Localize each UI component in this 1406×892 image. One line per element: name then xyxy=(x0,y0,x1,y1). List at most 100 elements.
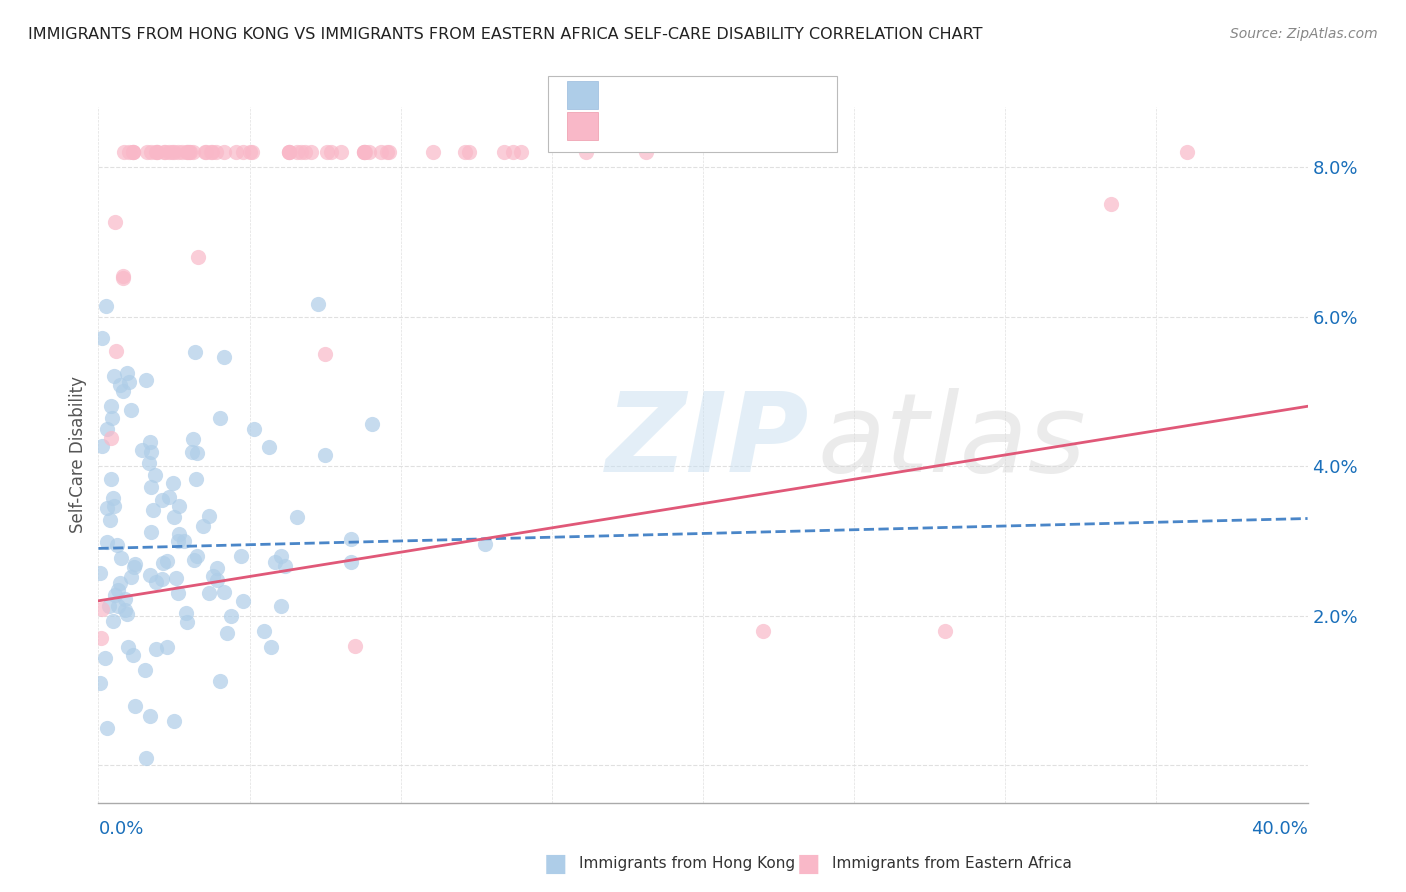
Immigrants from Hong Kong xyxy=(191,518,214,533)
Immigrants from Hong Kong xyxy=(139,435,162,450)
Immigrants from Eastern Africa xyxy=(136,145,159,159)
Immigrants from Hong Kong xyxy=(138,567,160,582)
Immigrants from Hong Kong xyxy=(186,445,208,459)
Immigrants from Eastern Africa xyxy=(176,145,198,159)
Immigrants from Eastern Africa xyxy=(153,145,176,159)
Immigrants from Hong Kong xyxy=(131,443,153,458)
Immigrants from Hong Kong xyxy=(361,417,384,431)
Text: R = 0.063   N = 107: R = 0.063 N = 107 xyxy=(609,86,790,103)
Immigrants from Hong Kong xyxy=(156,640,179,654)
Immigrants from Hong Kong xyxy=(90,439,112,453)
Immigrants from Eastern Africa xyxy=(353,145,375,159)
Immigrants from Eastern Africa xyxy=(1175,145,1198,159)
Immigrants from Hong Kong xyxy=(314,448,336,462)
Immigrants from Hong Kong xyxy=(184,472,207,486)
Immigrants from Eastern Africa xyxy=(225,145,247,159)
Immigrants from Hong Kong xyxy=(217,626,239,640)
Immigrants from Hong Kong xyxy=(124,557,146,571)
Immigrants from Hong Kong xyxy=(89,566,111,580)
Immigrants from Eastern Africa xyxy=(111,269,134,284)
Immigrants from Hong Kong xyxy=(100,472,122,486)
Immigrants from Hong Kong xyxy=(135,373,157,387)
Immigrants from Eastern Africa xyxy=(162,145,184,159)
Text: ■: ■ xyxy=(544,852,567,875)
Immigrants from Hong Kong xyxy=(111,384,134,399)
Immigrants from Hong Kong xyxy=(145,574,167,589)
Immigrants from Hong Kong xyxy=(159,490,181,504)
Immigrants from Eastern Africa xyxy=(454,145,477,159)
Immigrants from Hong Kong xyxy=(141,525,163,540)
Immigrants from Hong Kong xyxy=(122,648,145,662)
Immigrants from Hong Kong xyxy=(209,411,232,425)
Immigrants from Hong Kong xyxy=(134,663,156,677)
Immigrants from Eastern Africa xyxy=(181,145,204,159)
Immigrants from Hong Kong xyxy=(340,533,363,547)
Text: ■: ■ xyxy=(797,852,820,875)
Immigrants from Hong Kong xyxy=(257,440,280,454)
Immigrants from Hong Kong xyxy=(253,624,276,639)
Immigrants from Eastern Africa xyxy=(299,145,322,159)
Text: Source: ZipAtlas.com: Source: ZipAtlas.com xyxy=(1230,27,1378,41)
Immigrants from Eastern Africa xyxy=(510,145,533,159)
Immigrants from Hong Kong xyxy=(91,331,114,345)
Immigrants from Eastern Africa xyxy=(239,145,262,159)
Immigrants from Hong Kong xyxy=(212,585,235,599)
Immigrants from Eastern Africa xyxy=(157,145,180,159)
Immigrants from Hong Kong xyxy=(103,369,125,384)
Immigrants from Eastern Africa xyxy=(278,145,301,159)
Immigrants from Hong Kong xyxy=(103,499,125,513)
Immigrants from Hong Kong xyxy=(110,575,132,590)
Immigrants from Eastern Africa xyxy=(146,145,169,159)
Immigrants from Hong Kong xyxy=(122,560,145,574)
Immigrants from Eastern Africa xyxy=(201,145,224,159)
Immigrants from Hong Kong xyxy=(180,445,202,459)
Immigrants from Eastern Africa xyxy=(752,624,775,638)
Immigrants from Hong Kong xyxy=(101,614,124,628)
Immigrants from Hong Kong xyxy=(139,480,162,494)
Immigrants from Hong Kong xyxy=(114,591,136,606)
Immigrants from Hong Kong xyxy=(167,586,190,600)
Immigrants from Hong Kong xyxy=(207,561,229,575)
Immigrants from Eastern Africa xyxy=(176,145,198,159)
Immigrants from Eastern Africa xyxy=(344,639,367,653)
Immigrants from Eastern Africa xyxy=(934,624,956,638)
Immigrants from Eastern Africa xyxy=(212,145,235,159)
Immigrants from Hong Kong xyxy=(202,569,225,583)
Immigrants from Hong Kong xyxy=(307,297,329,311)
Immigrants from Eastern Africa xyxy=(122,145,145,159)
Immigrants from Hong Kong xyxy=(212,350,235,364)
Immigrants from Hong Kong xyxy=(163,714,186,728)
Immigrants from Eastern Africa xyxy=(121,145,143,159)
Text: ZIP: ZIP xyxy=(606,387,810,494)
Immigrants from Eastern Africa xyxy=(422,145,444,159)
Immigrants from Hong Kong xyxy=(145,642,167,657)
Immigrants from Eastern Africa xyxy=(141,145,163,159)
Immigrants from Eastern Africa xyxy=(163,145,186,159)
Immigrants from Eastern Africa xyxy=(353,145,375,159)
Immigrants from Hong Kong xyxy=(98,513,121,527)
Immigrants from Eastern Africa xyxy=(205,145,228,159)
Immigrants from Eastern Africa xyxy=(179,145,201,159)
Immigrants from Hong Kong xyxy=(89,676,111,690)
Immigrants from Eastern Africa xyxy=(194,145,217,159)
Immigrants from Hong Kong xyxy=(138,457,160,471)
Immigrants from Eastern Africa xyxy=(200,145,222,159)
Immigrants from Hong Kong xyxy=(167,527,190,541)
Text: Immigrants from Eastern Africa: Immigrants from Eastern Africa xyxy=(832,856,1073,871)
Text: 40.0%: 40.0% xyxy=(1251,820,1308,838)
Immigrants from Hong Kong xyxy=(96,721,118,735)
Immigrants from Eastern Africa xyxy=(114,145,136,159)
Immigrants from Hong Kong xyxy=(287,509,309,524)
Immigrants from Hong Kong xyxy=(107,582,129,597)
Immigrants from Hong Kong xyxy=(101,411,124,425)
Immigrants from Eastern Africa xyxy=(378,145,401,159)
Immigrants from Eastern Africa xyxy=(145,145,167,159)
Immigrants from Eastern Africa xyxy=(90,602,112,616)
Immigrants from Eastern Africa xyxy=(90,631,112,645)
Immigrants from Eastern Africa xyxy=(167,145,190,159)
Immigrants from Hong Kong xyxy=(229,549,252,564)
Immigrants from Hong Kong xyxy=(474,537,496,551)
Text: atlas: atlas xyxy=(818,387,1087,494)
Immigrants from Hong Kong xyxy=(339,555,361,569)
Immigrants from Hong Kong xyxy=(143,467,166,482)
